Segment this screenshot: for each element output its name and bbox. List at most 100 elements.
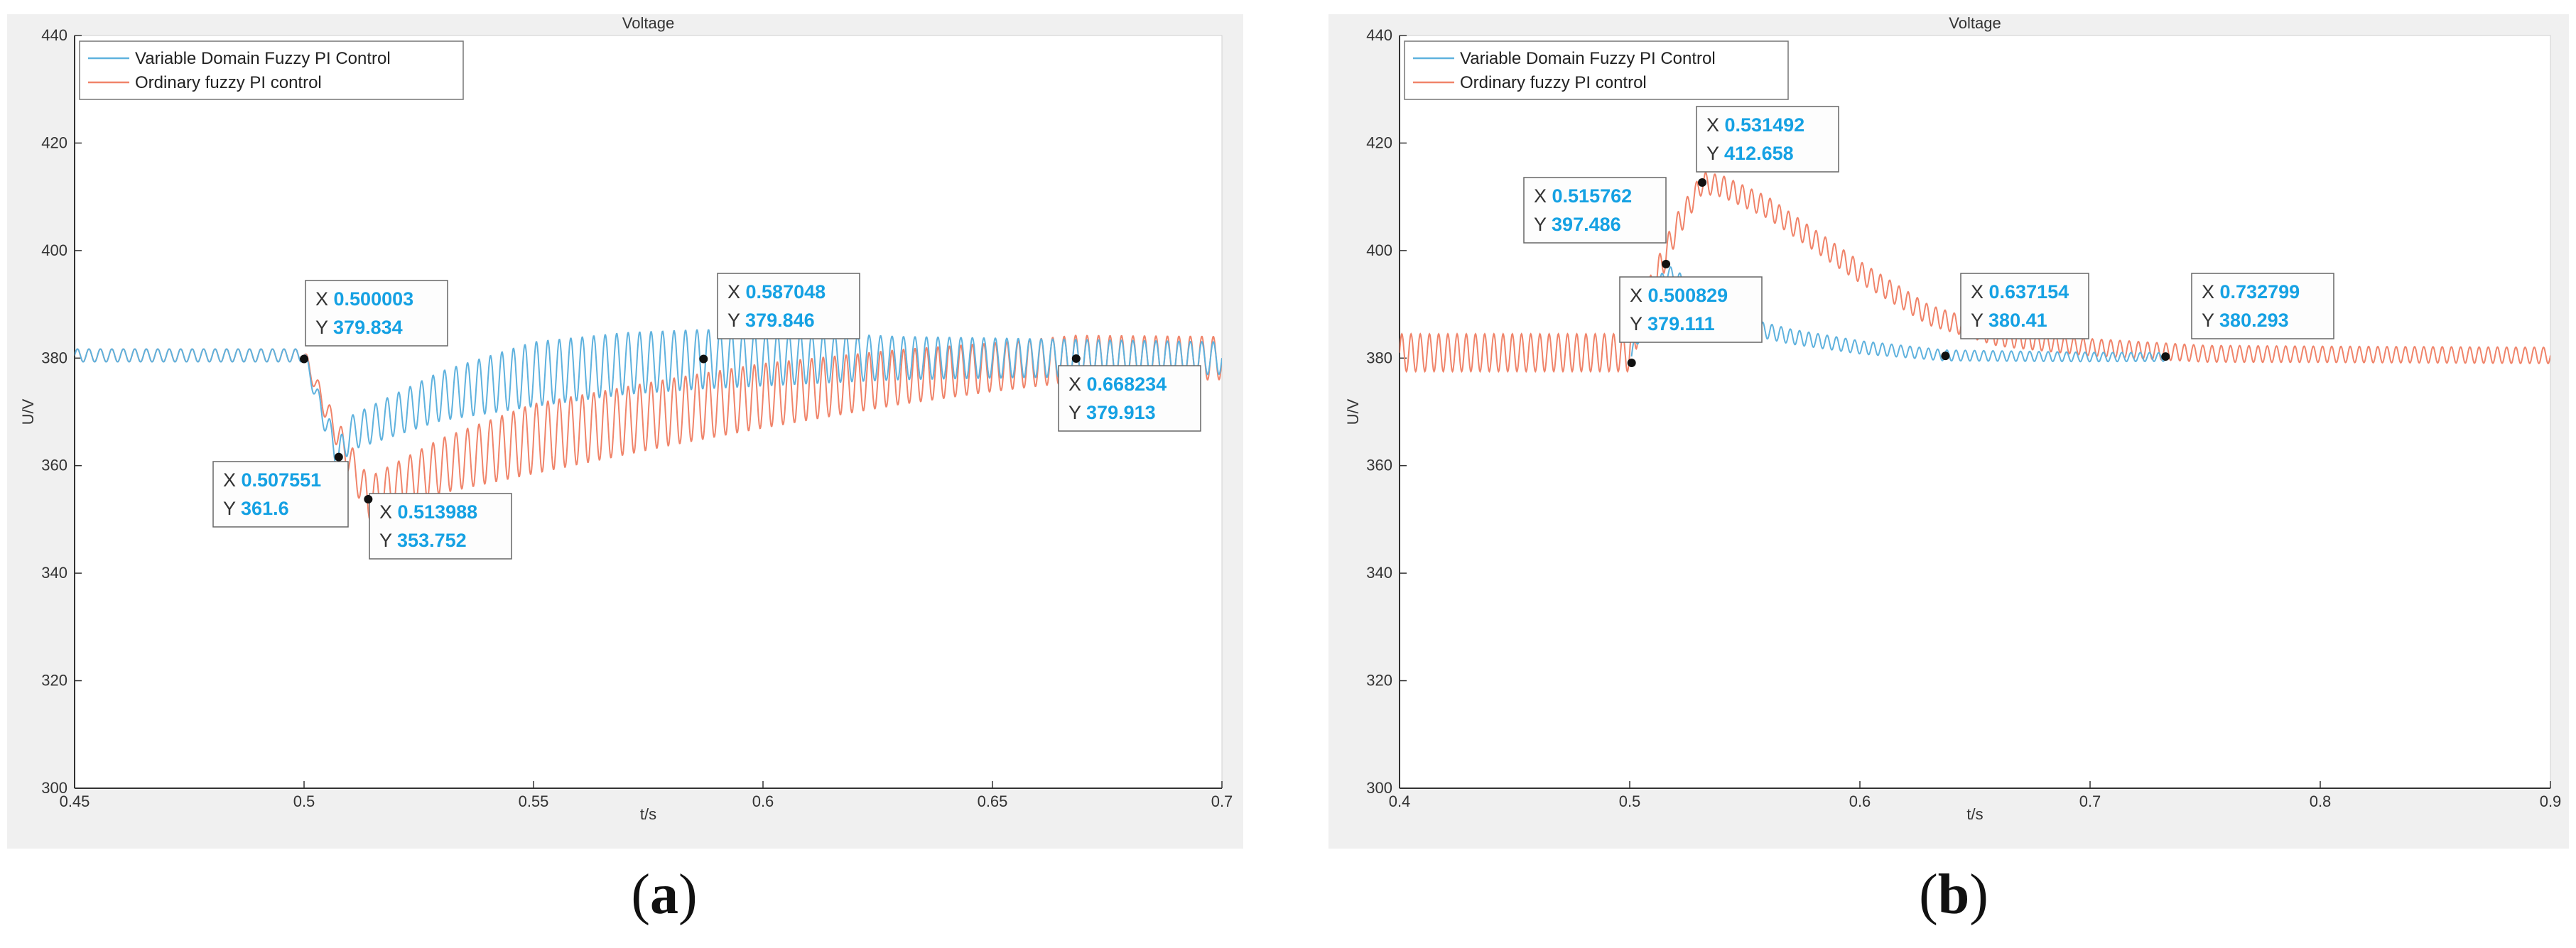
y-axis-title: U/V bbox=[1344, 398, 1362, 425]
legend-box bbox=[1404, 40, 1789, 100]
data-tip-marker bbox=[334, 452, 343, 462]
x-tick-label: 0.55 bbox=[519, 792, 549, 810]
data-tip-box bbox=[305, 280, 448, 347]
plot-area bbox=[1399, 35, 2551, 789]
data-tip: X 0.515762 Y 397.486 bbox=[1523, 177, 1671, 268]
data-tip-y-value: 397.486 bbox=[1552, 214, 1621, 235]
data-tip: X 0.500003 Y 379.834 bbox=[300, 280, 448, 364]
data-tip-x-value: 0.668234 bbox=[1087, 374, 1167, 395]
data-tip-x-value: 0.500829 bbox=[1648, 285, 1728, 306]
series-line-variable-domain bbox=[75, 329, 1222, 467]
y-tick-label: 420 bbox=[41, 134, 67, 151]
data-tip-x: X 0.637154 bbox=[1971, 281, 2069, 303]
x-axis-title: t/s bbox=[640, 805, 656, 823]
legend: Variable Domain Fuzzy PI Control Ordinary… bbox=[79, 40, 464, 100]
data-tip: X 0.668234 Y 379.913 bbox=[1058, 354, 1201, 432]
data-tip-x: X 0.668234 bbox=[1068, 374, 1167, 395]
data-tip-y: Y 380.293 bbox=[2202, 310, 2289, 331]
data-tip-y: Y 412.658 bbox=[1706, 143, 1794, 164]
panel-label-b: b bbox=[1937, 863, 1970, 926]
data-tip-y-value: 361.6 bbox=[241, 498, 289, 519]
y-tick-label: 380 bbox=[41, 349, 67, 366]
data-tip-marker bbox=[300, 354, 309, 364]
x-tick-label: 0.4 bbox=[1389, 792, 1411, 810]
y-tick-label: 400 bbox=[1366, 241, 1392, 259]
data-tip-y: Y 379.834 bbox=[315, 317, 403, 338]
x-tick-label: 0.5 bbox=[293, 792, 315, 810]
data-tip-x: X 0.507551 bbox=[223, 469, 321, 491]
x-tick-label: 0.65 bbox=[978, 792, 1008, 810]
y-tick-label: 440 bbox=[41, 26, 67, 44]
y-tick-label: 360 bbox=[41, 457, 67, 474]
data-tip-box bbox=[2191, 273, 2334, 339]
data-tip-y-value: 380.41 bbox=[1988, 310, 2047, 331]
data-tip-box bbox=[717, 273, 860, 339]
data-tip-box bbox=[1619, 276, 1763, 343]
y-tick-label: 380 bbox=[1366, 349, 1392, 366]
y-tick-label: 340 bbox=[1366, 564, 1392, 582]
x-tick-label: 0.45 bbox=[60, 792, 90, 810]
x-tick-label: 0.5 bbox=[1619, 792, 1641, 810]
data-tip-marker bbox=[364, 495, 373, 504]
y-tick-label: 400 bbox=[41, 241, 67, 259]
data-tip-x: X 0.531492 bbox=[1706, 114, 1804, 136]
data-tip-marker bbox=[1941, 352, 1950, 361]
chart-title: Voltage bbox=[622, 14, 674, 32]
data-tip: X 0.507551 Y 361.6 bbox=[212, 452, 349, 528]
chart-panel-b: Voltage 0.4 0.5 0.6 0.7 0.8 0.9 300 320 340 360 380… bbox=[1321, 0, 2576, 948]
x-tick-label: 0.6 bbox=[1849, 792, 1871, 810]
data-tip-y: Y 379.913 bbox=[1068, 402, 1156, 423]
data-tip: X 0.513988 Y 353.752 bbox=[364, 493, 512, 560]
data-tip: X 0.637154 Y 380.41 bbox=[1941, 273, 2089, 361]
y-axis-title: U/V bbox=[19, 398, 37, 425]
data-tip-y: Y 361.6 bbox=[223, 498, 289, 519]
x-tick-label: 0.6 bbox=[752, 792, 774, 810]
x-tick-label: 0.7 bbox=[2079, 792, 2101, 810]
legend-label: Variable Domain Fuzzy PI Control bbox=[135, 49, 391, 68]
data-tip-x: X 0.513988 bbox=[379, 501, 477, 523]
data-tip-box bbox=[369, 493, 512, 560]
data-tip-y: Y 353.752 bbox=[379, 530, 467, 551]
chart-a-svg: Voltage 0.45 0.5 0.55 0.6 0.65 0.7 300 320 340 360… bbox=[7, 14, 1243, 849]
data-tip-y-value: 379.846 bbox=[745, 310, 815, 331]
data-tip-x-value: 0.513988 bbox=[398, 501, 478, 523]
chart-panel-a: Voltage 0.45 0.5 0.55 0.6 0.65 0.7 300 320 340 360… bbox=[0, 0, 1279, 948]
data-tip-box bbox=[1696, 106, 1839, 173]
legend-label: Ordinary fuzzy PI control bbox=[135, 73, 322, 92]
data-tip-box bbox=[1058, 365, 1201, 432]
data-tip-x-value: 0.531492 bbox=[1725, 114, 1805, 136]
data-tip-x: X 0.500003 bbox=[315, 288, 413, 310]
data-tip-marker bbox=[1627, 359, 1636, 368]
data-tip-x-value: 0.515762 bbox=[1552, 185, 1633, 207]
data-tip-y: Y 397.486 bbox=[1534, 214, 1621, 235]
chart-b-svg: Voltage 0.4 0.5 0.6 0.7 0.8 0.9 300 320 340 360 380… bbox=[1328, 14, 2569, 849]
y-tick-label: 320 bbox=[41, 672, 67, 690]
y-tick-label: 420 bbox=[1366, 134, 1392, 151]
data-tip-y: Y 379.111 bbox=[1630, 313, 1715, 334]
legend-label: Ordinary fuzzy PI control bbox=[1460, 73, 1647, 92]
legend-label: Variable Domain Fuzzy PI Control bbox=[1460, 49, 1716, 68]
data-tip-y-value: 412.658 bbox=[1724, 143, 1794, 164]
data-tip-marker bbox=[1071, 354, 1081, 363]
data-tip-marker bbox=[699, 354, 708, 364]
data-tip-x: X 0.587048 bbox=[727, 281, 826, 303]
data-tip-box bbox=[212, 461, 349, 528]
data-tip-y-value: 379.834 bbox=[333, 317, 403, 338]
data-tip-y-value: 379.111 bbox=[1647, 313, 1715, 334]
y-tick-label: 360 bbox=[1366, 457, 1392, 474]
data-tip-x-value: 0.637154 bbox=[1989, 281, 2069, 303]
panel-label-a: a bbox=[650, 863, 678, 926]
data-tip: X 0.531492 Y 412.658 bbox=[1696, 106, 1839, 187]
data-tip-y: Y 380.41 bbox=[1971, 310, 2047, 331]
data-tip-y-value: 353.752 bbox=[397, 530, 467, 551]
data-tip-y: Y 379.846 bbox=[727, 310, 815, 331]
data-tip-marker bbox=[2161, 352, 2170, 361]
x-axis-title: t/s bbox=[1966, 805, 1983, 823]
y-tick-label: 300 bbox=[41, 779, 67, 797]
data-tip: X 0.587048 Y 379.846 bbox=[699, 273, 860, 364]
legend-box bbox=[79, 40, 464, 100]
data-tip-x-value: 0.507551 bbox=[242, 469, 322, 491]
y-tick-label: 340 bbox=[41, 564, 67, 582]
data-tip-y-value: 380.293 bbox=[2219, 310, 2289, 331]
data-tip-box bbox=[1960, 273, 2089, 339]
